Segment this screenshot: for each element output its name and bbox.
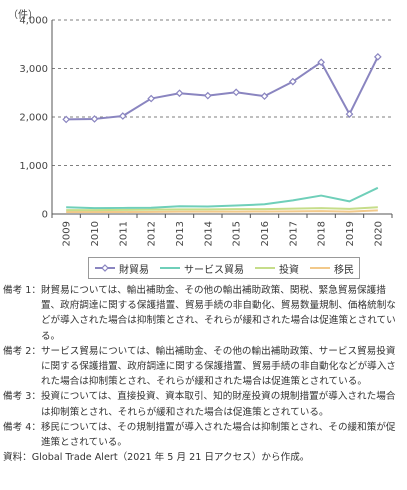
note-text: サービス貿易については、輸出補助金、その他の輸出補助政策、サービス貿易投資に関す… (40, 345, 396, 388)
data-point (317, 58, 326, 67)
series-line (66, 206, 378, 212)
y-tick-label: 4,000 (19, 16, 48, 27)
axes: 0 1,000 2,000 3,000 4,000 2009 2010 2011 2012 201… (19, 16, 393, 246)
note-4: 備考 4： 移民については、その規制措置が導入された場合は抑制策とされ、その緩和… (3, 420, 404, 450)
legend-swatch-marker (101, 264, 109, 272)
y-tick-label: 0 (42, 210, 48, 221)
line-chart: 0 1,000 2,000 3,000 4,000 2009 2010 2011 2012 201… (8, 9, 393, 246)
note-2: 備考 2： サービス貿易については、輸出補助金、その他の輸出補助政策、サービス貿… (3, 344, 404, 390)
x-tick-label: 2018 (317, 221, 328, 246)
legend-label: 移民 (334, 264, 354, 276)
data-point (203, 91, 212, 100)
note-1: 備考 1： 財貿易については、輸出補助金、その他の輸出補助政策、関税、緊急貿易保… (3, 283, 404, 344)
legend-swatch (95, 264, 115, 272)
series-line (66, 209, 378, 214)
x-tick-label: 2017 (288, 221, 299, 246)
x-tick-label: 2019 (345, 221, 356, 246)
note-3: 備考 3： 投資については、直接投資、資本取引、知的財産投資の規制措置が導入され… (3, 389, 404, 419)
legend-swatch (310, 267, 330, 269)
series-lines (62, 53, 382, 214)
x-tick-label: 2015 (232, 221, 243, 246)
legend-label: サービス貿易 (184, 264, 244, 276)
x-tick-label: 2011 (118, 221, 129, 246)
data-point (90, 115, 99, 123)
x-tick-label: 2012 (147, 221, 158, 246)
note-label: 備考 2： (3, 345, 41, 357)
note-label: 備考 4： (3, 421, 41, 433)
legend-item: 財貿易 (94, 261, 149, 276)
legend-label: 財貿易 (119, 264, 149, 276)
data-point (175, 89, 184, 98)
x-tick-label: 2016 (260, 221, 271, 246)
legend-item: 移民 (309, 261, 354, 276)
x-tick-label: 2014 (203, 221, 214, 246)
data-point (373, 53, 382, 61)
data-point (345, 110, 354, 118)
grid-lines (52, 19, 392, 166)
x-tick-label: 2009 (62, 221, 73, 246)
legend-swatch (160, 267, 180, 269)
y-tick-label: 3,000 (19, 64, 48, 75)
note-label: 備考 1： (3, 285, 41, 296)
data-point (147, 94, 156, 103)
legend-swatch (255, 267, 275, 269)
data-point (118, 112, 127, 120)
notes-section: 備考 1： 財貿易については、輸出補助金、その他の輸出補助政策、関税、緊急貿易保… (3, 283, 404, 465)
x-tick-label: 2020 (373, 221, 384, 246)
x-tick-label: 2013 (175, 221, 186, 246)
y-tick-label: 1,000 (19, 161, 48, 172)
data-point (288, 77, 297, 86)
note-text: 財貿易については、輸出補助金、その他の輸出補助政策、関税、緊急貿易保護措置、政府… (40, 285, 396, 342)
note-text: 移民については、その規制措置が導入された場合は抑制策とされ、その緩和策が促進策と… (40, 421, 396, 449)
note-label: 備考 3： (3, 391, 41, 403)
x-tick-label: 2010 (90, 221, 101, 246)
series-line (66, 56, 379, 121)
y-tick-label: 2,000 (19, 113, 48, 124)
legend-label: 投資 (279, 264, 299, 276)
y-unit-label: （件） (8, 9, 38, 21)
series-line (66, 186, 379, 210)
legend-item: 投資 (254, 261, 299, 276)
legend-item: サービス貿易 (159, 261, 244, 276)
chart-legend: 財貿易 サービス貿易 投資 移民 (88, 257, 360, 279)
source-note: 資料：Global Trade Alert（2021 年 5 月 21 日アクセ… (3, 452, 310, 464)
data-point (232, 88, 241, 97)
note-text: 投資については、直接投資、資本取引、知的財産投資の規制措置が導入された場合は抑制… (40, 391, 396, 418)
data-point (260, 92, 269, 100)
data-point (62, 115, 71, 124)
